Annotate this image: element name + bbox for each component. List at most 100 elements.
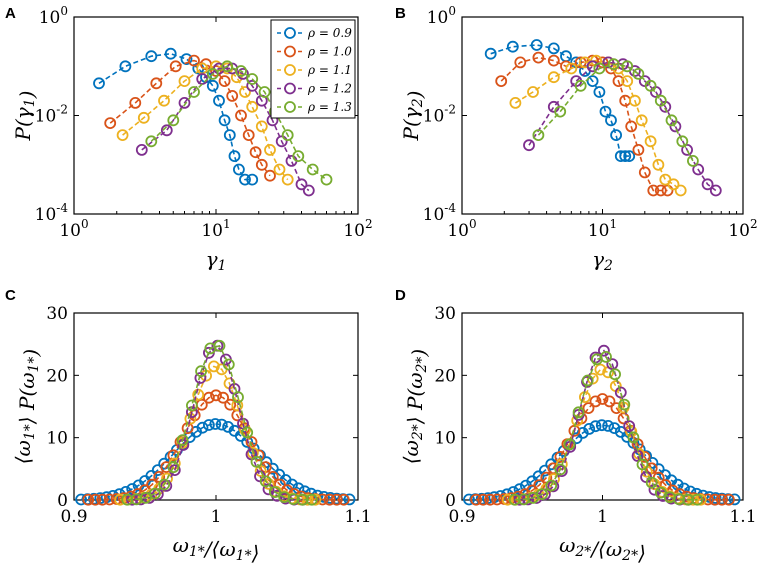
data-point <box>93 77 105 90</box>
data-point <box>602 419 614 432</box>
data-point <box>629 94 641 107</box>
data-point <box>145 135 158 148</box>
legend-entry: ρ = 1.2 <box>277 82 352 96</box>
data-point <box>337 493 350 506</box>
legend-entry: ρ = 1.3 <box>277 100 352 114</box>
data-point <box>209 418 222 430</box>
data-point <box>195 365 208 378</box>
x-tick-label: 1 <box>597 507 608 527</box>
data-point <box>268 486 281 499</box>
y-tick-label: 10 <box>434 429 456 449</box>
data-point <box>623 420 636 433</box>
data-point <box>148 487 161 500</box>
data-point <box>232 391 244 404</box>
data-point <box>116 129 129 142</box>
data-point <box>691 493 704 506</box>
x-tick-label: 102 <box>728 217 757 241</box>
data-point <box>530 39 543 51</box>
data-point <box>470 493 483 506</box>
data-point <box>246 73 259 85</box>
x-tick-label: 0.9 <box>448 507 475 527</box>
data-point <box>258 86 271 98</box>
data-point <box>594 363 607 376</box>
data-point <box>218 75 231 87</box>
data-point <box>605 114 617 127</box>
data-point <box>692 163 705 176</box>
data-point <box>523 139 535 152</box>
x-tick-label: 101 <box>201 217 230 241</box>
y-axis-label: ⟨ω1*⟩ P(ω1*) <box>11 349 43 465</box>
series-line <box>514 59 682 192</box>
data-point <box>509 97 522 109</box>
series-d-4 <box>508 350 704 506</box>
data-point <box>150 77 163 90</box>
data-point <box>262 483 275 496</box>
data-point <box>160 124 173 137</box>
data-point <box>206 68 219 80</box>
data-point <box>180 53 193 65</box>
data-point <box>222 420 235 433</box>
data-point <box>254 465 267 477</box>
data-point <box>320 173 333 186</box>
data-point <box>565 62 578 75</box>
data-point <box>137 111 150 124</box>
data-point <box>158 478 171 491</box>
data-point <box>574 79 587 92</box>
data-point <box>621 75 634 87</box>
data-point <box>246 79 259 92</box>
data-point <box>654 184 667 197</box>
data-point <box>302 184 315 197</box>
y-tick-label: 10-4 <box>35 201 69 225</box>
data-point <box>330 493 343 506</box>
data-point <box>632 143 645 156</box>
data-point <box>239 86 251 98</box>
data-point <box>246 100 259 113</box>
data-point <box>224 398 237 411</box>
data-point <box>644 79 657 92</box>
legend: ρ = 0.9 ρ = 1.0 ρ = 1.1 ρ = 1.2 ρ = 1.3 <box>270 19 356 119</box>
data-point <box>632 68 645 80</box>
y-tick-label: 100 <box>39 4 68 28</box>
legend-marker <box>284 45 296 58</box>
data-point <box>603 395 616 408</box>
data-point <box>636 458 649 471</box>
data-point <box>514 56 527 69</box>
data-point <box>606 358 619 371</box>
series-c-4 <box>121 339 318 506</box>
data-point <box>232 163 245 176</box>
data-point <box>583 422 596 435</box>
series-d-0 <box>463 419 741 506</box>
data-point <box>625 425 638 438</box>
data-point <box>160 479 173 492</box>
data-point <box>547 71 560 84</box>
data-point <box>560 50 572 63</box>
y-tick-label: 10-2 <box>423 103 456 127</box>
data-point <box>135 143 148 156</box>
data-point <box>82 493 95 506</box>
y-axis-label: ⟨ω2*⟩ P(ω2*) <box>399 349 431 465</box>
data-point <box>167 114 180 127</box>
data-point <box>654 486 667 499</box>
data-point <box>246 173 259 186</box>
data-point <box>607 58 620 71</box>
data-point <box>593 86 606 98</box>
data-point <box>484 47 497 60</box>
panel-b: 100 101 102 10-4 10-2 100 γ2 P(γ2) <box>399 4 758 274</box>
data-point <box>563 438 576 451</box>
data-point <box>586 60 599 73</box>
data-point <box>252 449 265 462</box>
x-tick-label: 1 <box>211 507 222 527</box>
data-point <box>661 184 674 197</box>
data-point <box>114 493 126 506</box>
data-point <box>614 386 627 399</box>
data-point <box>598 344 610 357</box>
data-point <box>612 75 625 87</box>
data-point <box>652 158 665 171</box>
legend-label: ρ = 1.1 <box>307 63 352 77</box>
y-axis-label: P(γ2) <box>399 91 427 142</box>
x-tick-label: 1.1 <box>729 507 756 527</box>
legend-marker <box>284 27 296 39</box>
data-point <box>249 146 262 159</box>
data-point <box>235 109 247 122</box>
panel-label-b: B <box>395 5 406 22</box>
